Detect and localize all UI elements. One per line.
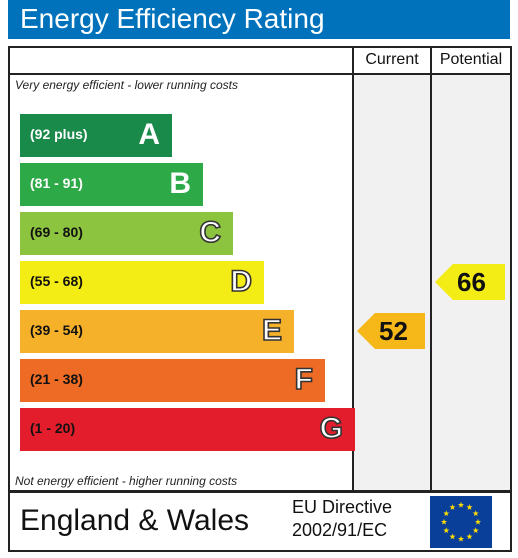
page-title: Energy Efficiency Rating — [20, 3, 325, 34]
band-range-label: (81 - 91) — [30, 175, 83, 191]
current-column-header: Current — [365, 51, 419, 68]
band-range-label: (1 - 20) — [30, 420, 76, 436]
current-rating-arrow-shape — [357, 313, 425, 349]
footer: England & Wales EU Directive 2002/91/EC — [8, 490, 512, 552]
band-e: (39 - 54) E — [20, 310, 294, 353]
flag-star — [457, 535, 465, 542]
band-a: (92 plus) A — [20, 114, 172, 157]
directive-line-1: EU Directive — [292, 497, 393, 517]
band-d: (55 - 68) D — [20, 261, 264, 304]
current-rating-value: 52 — [379, 316, 408, 346]
band-g: (1 - 20) G — [20, 408, 355, 451]
region-label: England & Wales — [20, 504, 250, 537]
band-letter: A — [138, 118, 160, 151]
directive-line-2: 2002/91/EC — [292, 520, 388, 540]
flag-star — [474, 518, 482, 525]
band-letter: G — [319, 411, 344, 446]
band-letter: C — [199, 215, 222, 250]
band-c: (69 - 80) C — [20, 212, 233, 255]
inefficient-note: Not energy efficient - higher running co… — [15, 474, 238, 488]
band-b: (81 - 91) B — [20, 163, 203, 206]
flag-star — [466, 533, 473, 540]
band-f: (21 - 38) F — [20, 359, 325, 402]
band-range-label: (92 plus) — [30, 126, 88, 142]
eu-directive: EU Directive 2002/91/EC — [292, 496, 392, 542]
potential-column-divider — [430, 48, 432, 491]
band-range-label: (21 - 38) — [30, 371, 83, 387]
flag-star — [457, 501, 465, 508]
flag-star — [443, 527, 450, 534]
band-letter: E — [261, 313, 283, 348]
potential-rating-value: 66 — [457, 267, 486, 297]
flag-star — [449, 504, 456, 510]
potential-rating-arrow-shape — [435, 264, 505, 300]
band-letter: F — [294, 362, 314, 397]
current-column-divider — [352, 48, 354, 491]
flag-star — [466, 504, 473, 510]
band-letter: B — [169, 167, 191, 200]
flag-star — [443, 510, 450, 517]
rating-chart-frame: Current Potential Very energy efficient … — [8, 46, 512, 493]
flag-star — [472, 527, 479, 534]
flag-star — [472, 510, 479, 517]
potential-rating-arrow: 66 — [435, 264, 505, 300]
flag-star — [440, 518, 448, 525]
current-column-shade — [354, 75, 430, 491]
band-range-label: (55 - 68) — [30, 273, 83, 289]
band-letter: D — [230, 264, 253, 299]
potential-column-header: Potential — [439, 51, 503, 68]
flag-star — [449, 533, 456, 540]
current-rating-arrow: 52 — [357, 313, 425, 349]
band-range-label: (69 - 80) — [30, 224, 83, 240]
title-bar: Energy Efficiency Rating — [8, 0, 510, 39]
efficient-note: Very energy efficient - lower running co… — [15, 78, 238, 92]
eu-flag-icon — [430, 496, 492, 548]
header-divider — [10, 73, 510, 75]
band-range-label: (39 - 54) — [30, 322, 83, 338]
